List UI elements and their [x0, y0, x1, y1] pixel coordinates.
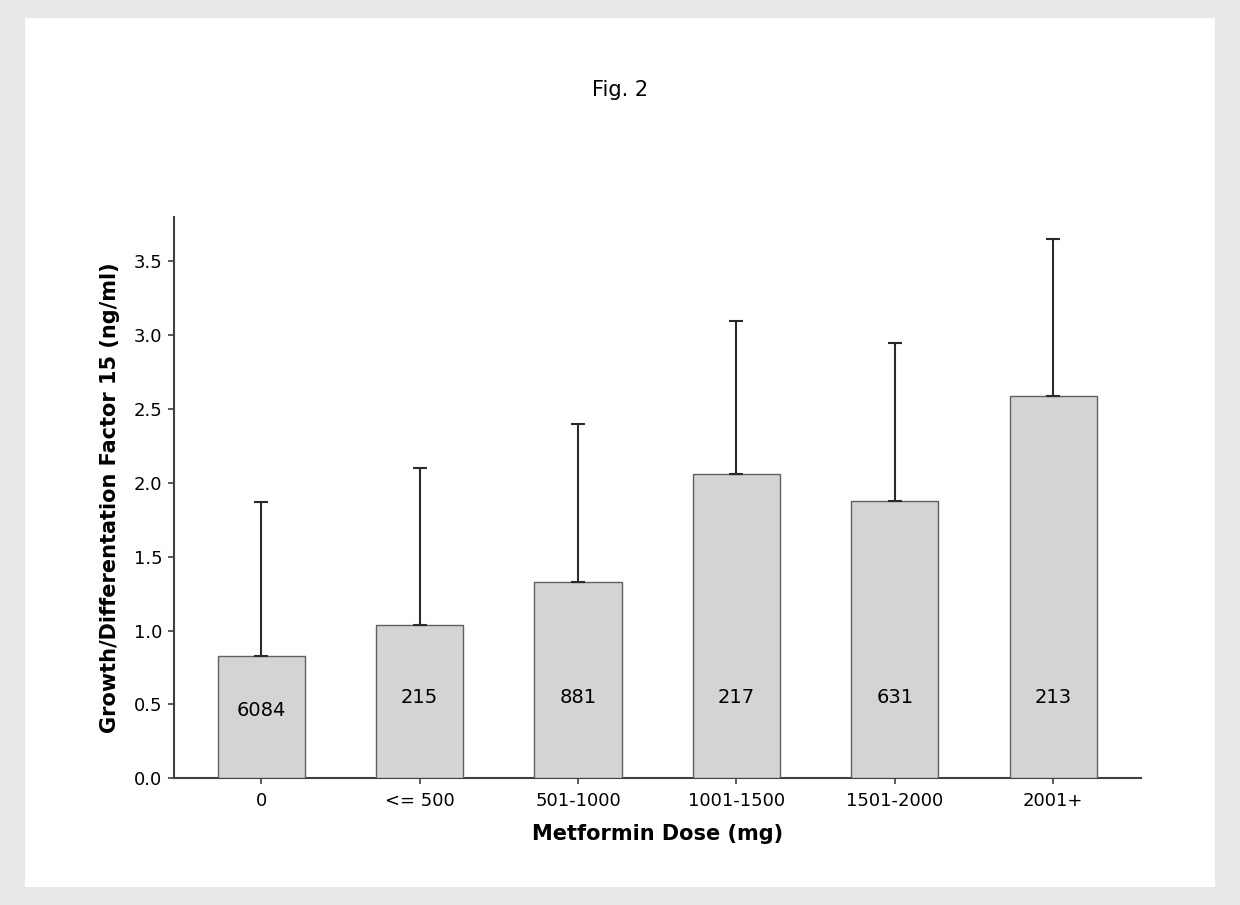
- Text: 881: 881: [559, 688, 596, 707]
- Bar: [852, 500, 939, 778]
- Y-axis label: Growth/Differentation Factor 15 (ng/ml): Growth/Differentation Factor 15 (ng/ml): [100, 262, 120, 733]
- Text: 217: 217: [718, 688, 755, 707]
- Bar: [534, 582, 621, 778]
- Bar: [376, 624, 463, 778]
- Text: 213: 213: [1034, 688, 1071, 707]
- Text: 215: 215: [401, 688, 438, 707]
- X-axis label: Metformin Dose (mg): Metformin Dose (mg): [532, 824, 782, 844]
- Text: Fig. 2: Fig. 2: [591, 81, 649, 100]
- Bar: [217, 656, 305, 778]
- Bar: [693, 474, 780, 778]
- Bar: [1009, 395, 1097, 778]
- Text: 631: 631: [877, 688, 914, 707]
- Text: 6084: 6084: [237, 701, 285, 720]
